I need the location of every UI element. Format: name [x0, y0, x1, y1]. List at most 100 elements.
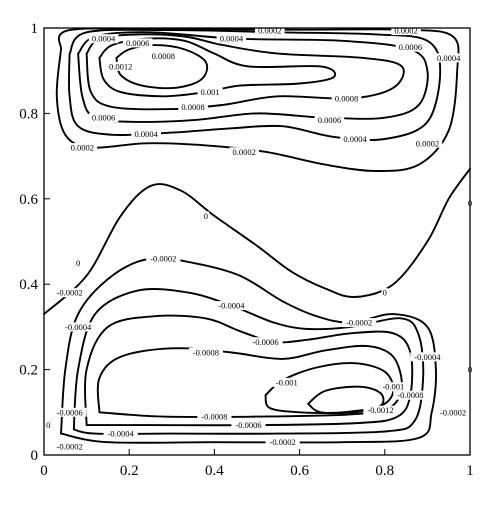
contour-label: -0.0008 [193, 348, 219, 358]
contour-label-background [342, 318, 377, 328]
contour-label: -0.0006 [252, 337, 278, 347]
x-tick-label: 0.4 [205, 463, 224, 479]
contour-line [307, 385, 385, 415]
contour-line [85, 33, 405, 111]
contour-label: 0.0008 [152, 51, 175, 61]
contour-label-background [67, 143, 98, 153]
contour-label-background [395, 42, 426, 52]
contour-label: 0 [204, 211, 208, 221]
contour-label-background [88, 34, 119, 44]
contour-label: -0.0002 [269, 437, 295, 447]
contour-line [77, 31, 429, 123]
contour-label-background [131, 129, 161, 139]
contour-label-background [363, 405, 398, 415]
contour-label: 0.0002 [233, 147, 256, 157]
contour-label: -0.0004 [414, 352, 441, 362]
contour-label: -0.0002 [56, 288, 82, 298]
y-tick-label: 0 [31, 448, 39, 464]
contour-label-background [216, 34, 247, 44]
contour-label: 0.0006 [92, 113, 115, 123]
contour-label-background [146, 254, 181, 264]
contour-line [43, 167, 471, 316]
contour-label-background [52, 442, 87, 451]
contour-label: -0.0006 [235, 420, 261, 430]
contour-label-background [122, 38, 153, 48]
contour-label: 0.0004 [343, 134, 367, 144]
contour-label: -0.0004 [108, 429, 135, 439]
contour-label-background [148, 51, 179, 61]
contour-label: 0.0012 [109, 61, 132, 71]
x-tick-label: 0.8 [375, 463, 394, 479]
y-tick-label: 0.4 [19, 277, 38, 293]
contour-label-background [202, 211, 210, 221]
x-tick-label: 1 [466, 463, 474, 479]
contour-label: -0.0002 [440, 407, 466, 417]
contour-label: -0.0004 [65, 322, 92, 332]
contour-label: 0.0008 [181, 102, 204, 112]
contour-label: -0.001 [382, 382, 404, 392]
contour-label-background [391, 26, 421, 36]
contour-label-background [435, 407, 471, 417]
contour-label-background [197, 412, 232, 422]
contour-label-background [45, 420, 52, 430]
contour-label-background [265, 437, 300, 447]
x-tick-label: 0.6 [290, 463, 309, 479]
contour-label-background [103, 429, 138, 439]
contour-label-background [433, 53, 464, 63]
contour-label-background [52, 407, 87, 417]
contour-label-background [410, 352, 445, 362]
contour-label: -0.0004 [218, 301, 245, 311]
contour-label: 0.0002 [258, 26, 281, 36]
contour-label-background [272, 377, 302, 387]
contour-label: 0.0002 [71, 143, 94, 153]
contour-label: 0.0008 [335, 94, 358, 104]
contour-line [98, 37, 337, 98]
contour-label-background [381, 288, 389, 298]
contour-label-background [378, 382, 409, 392]
contour-label-background [214, 301, 249, 311]
contour-label-background [255, 26, 285, 36]
y-tick-label: 0.8 [19, 106, 38, 122]
contour-label-background [231, 420, 266, 430]
y-tick-label: 1 [31, 21, 39, 37]
contour-label: 0.0002 [416, 138, 439, 148]
contour-label-background [74, 258, 82, 268]
contour-label: 0.0006 [318, 115, 341, 125]
contour-label: 0.0002 [394, 26, 417, 36]
axes-layer: 0 0.2 0.4 0.6 0.8 1 0 0.2 0.4 0.6 0.8 1 [19, 21, 474, 479]
y-tick-label: 0.6 [19, 192, 38, 208]
contour-label-background [248, 337, 283, 347]
contour-label-background [229, 147, 259, 157]
contour-label-background [340, 134, 370, 144]
contour-label: -0.0008 [201, 412, 227, 422]
x-tick-label: 0 [40, 463, 48, 479]
contour-label: -0.0008 [397, 390, 423, 400]
contour-label: 0.0004 [92, 34, 116, 44]
contour-label-background [393, 390, 428, 400]
contour-label-background [331, 94, 362, 103]
contour-label: -0.0012 [367, 405, 393, 415]
contour-label-background [61, 322, 96, 332]
contour-lines-layer [43, 27, 471, 444]
contour-label-background [52, 288, 87, 298]
contour-label: -0.0006 [56, 407, 82, 417]
contour-line [67, 28, 442, 141]
contour-label: 0.0006 [399, 42, 422, 52]
contour-label: 0 [383, 288, 387, 298]
contour-label: 0 [46, 420, 50, 430]
contour-label: -0.0002 [150, 254, 176, 264]
contour-label-background [178, 102, 208, 112]
contour-label: 0.0006 [126, 38, 149, 48]
contour-label-background [105, 61, 136, 71]
contour-label: -0.0002 [56, 442, 82, 452]
contour-line [72, 288, 425, 435]
contour-label-background [412, 138, 443, 148]
plot-frame [43, 27, 471, 456]
contour-label-background [188, 348, 223, 357]
y-tick-label: 0.2 [19, 363, 38, 379]
contour-line [96, 344, 403, 418]
contour-label: -0.001 [276, 377, 298, 387]
contour-label-background [88, 113, 119, 123]
